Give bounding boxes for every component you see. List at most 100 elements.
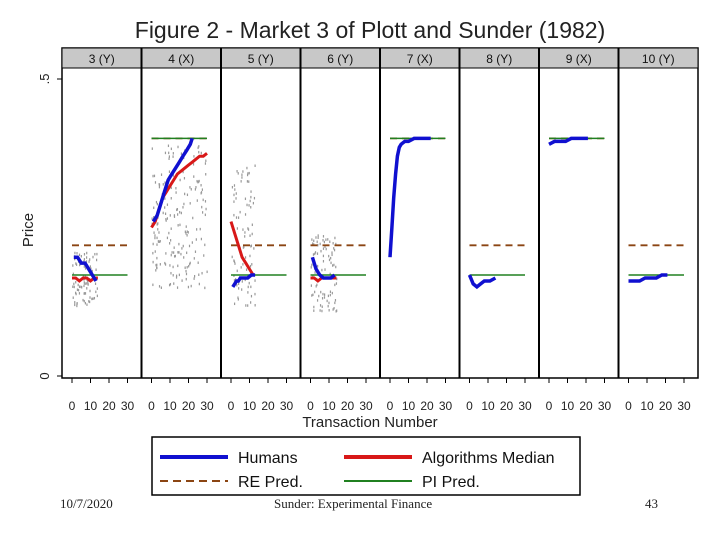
cloud-point: [328, 309, 330, 312]
cloud-point: [331, 251, 333, 254]
cloud-point: [321, 268, 323, 272]
y-tick-label: .5: [37, 74, 52, 85]
cloud-point: [254, 164, 256, 167]
cloud-point: [94, 252, 96, 256]
price-cloud: [151, 144, 208, 290]
cloud-point: [329, 293, 331, 297]
cloud-point: [154, 236, 156, 240]
cloud-point: [246, 180, 249, 183]
x-tick-label: 0: [387, 399, 394, 413]
cloud-point: [83, 299, 85, 303]
cloud-point: [175, 186, 177, 190]
cloud-point: [83, 265, 85, 268]
cloud-point: [177, 213, 179, 216]
cloud-point: [333, 307, 335, 310]
cloud-point: [251, 223, 253, 227]
cloud-point: [166, 203, 169, 206]
cloud-point: [155, 200, 158, 204]
cloud-point: [238, 282, 240, 285]
cloud-point: [76, 302, 78, 306]
cloud-point: [89, 289, 91, 293]
cloud-point: [233, 279, 236, 282]
legend-label: Humans: [238, 450, 298, 467]
cloud-point: [329, 272, 331, 276]
cloud-point: [328, 254, 330, 258]
cloud-point: [335, 242, 337, 246]
x-tick-label: 20: [261, 399, 275, 413]
x-tick-label: 10: [402, 399, 416, 413]
cloud-point: [169, 282, 172, 286]
cloud-point: [334, 299, 337, 302]
cloud-point: [333, 248, 336, 252]
cloud-point: [179, 223, 181, 227]
cloud-point: [158, 285, 161, 288]
cloud-point: [180, 152, 183, 155]
cloud-point: [157, 222, 159, 225]
cloud-point: [248, 281, 250, 285]
cloud-point: [244, 213, 247, 216]
cloud-point: [180, 252, 182, 256]
humans-line: [467, 274, 497, 290]
cloud-point: [84, 267, 87, 270]
cloud-point: [176, 208, 178, 212]
cloud-point: [156, 236, 158, 240]
cloud-point: [178, 273, 180, 277]
panel-8: 10 (Y) 0 10 20 30: [617, 47, 699, 413]
cloud-point: [155, 269, 157, 272]
cloud-point: [234, 262, 236, 265]
cloud-point: [203, 254, 205, 257]
panel-header-label: 9 (X): [566, 52, 592, 66]
humans-line: [151, 137, 194, 223]
cloud-point: [164, 212, 167, 215]
cloud-point: [194, 274, 196, 278]
cloud-point: [183, 256, 185, 259]
cloud-point: [250, 244, 253, 248]
cloud-point: [329, 240, 331, 244]
cloud-point: [327, 294, 329, 298]
cloud-point: [85, 260, 88, 263]
cloud-point: [175, 276, 178, 279]
cloud-point: [76, 252, 78, 255]
x-tick-label: 10: [561, 399, 575, 413]
cloud-point: [336, 309, 338, 312]
cloud-point: [87, 281, 89, 284]
cloud-point: [249, 199, 251, 203]
cloud-point: [310, 284, 313, 287]
cloud-point: [92, 255, 94, 259]
cloud-point: [311, 238, 313, 241]
cloud-point: [324, 245, 326, 249]
cloud-point: [186, 230, 188, 233]
cloud-point: [164, 197, 166, 200]
cloud-point: [231, 185, 234, 189]
cloud-point: [96, 294, 98, 298]
cloud-point: [182, 244, 184, 248]
panel-header-label: 10 (Y): [642, 52, 675, 66]
cloud-point: [75, 262, 77, 265]
cloud-point: [323, 296, 326, 299]
cloud-point: [241, 176, 243, 179]
cloud-point: [158, 240, 160, 244]
cloud-point: [152, 251, 154, 255]
cloud-point: [237, 298, 239, 301]
cloud-point: [159, 239, 161, 243]
cloud-point: [236, 170, 238, 173]
cloud-point: [86, 251, 88, 255]
cloud-point: [246, 203, 248, 207]
y-axis-label: Price: [20, 213, 37, 247]
cloud-point: [250, 301, 252, 304]
cloud-point: [181, 247, 183, 250]
cloud-point: [164, 151, 167, 155]
cloud-point: [89, 258, 91, 261]
cloud-point: [247, 285, 249, 289]
x-tick-label: 0: [546, 399, 553, 413]
cloud-point: [74, 301, 76, 304]
cloud-point: [319, 242, 321, 246]
cloud-point: [244, 197, 247, 201]
cloud-point: [250, 245, 252, 248]
cloud-point: [197, 180, 200, 183]
cloud-point: [190, 188, 192, 191]
panels: 0.53 (Y)0 10 20 304 (X)0 10 20 305 (Y)0 10 20 306…: [37, 47, 699, 413]
cloud-point: [156, 263, 158, 267]
cloud-point: [165, 218, 167, 221]
cloud-point: [83, 284, 85, 288]
